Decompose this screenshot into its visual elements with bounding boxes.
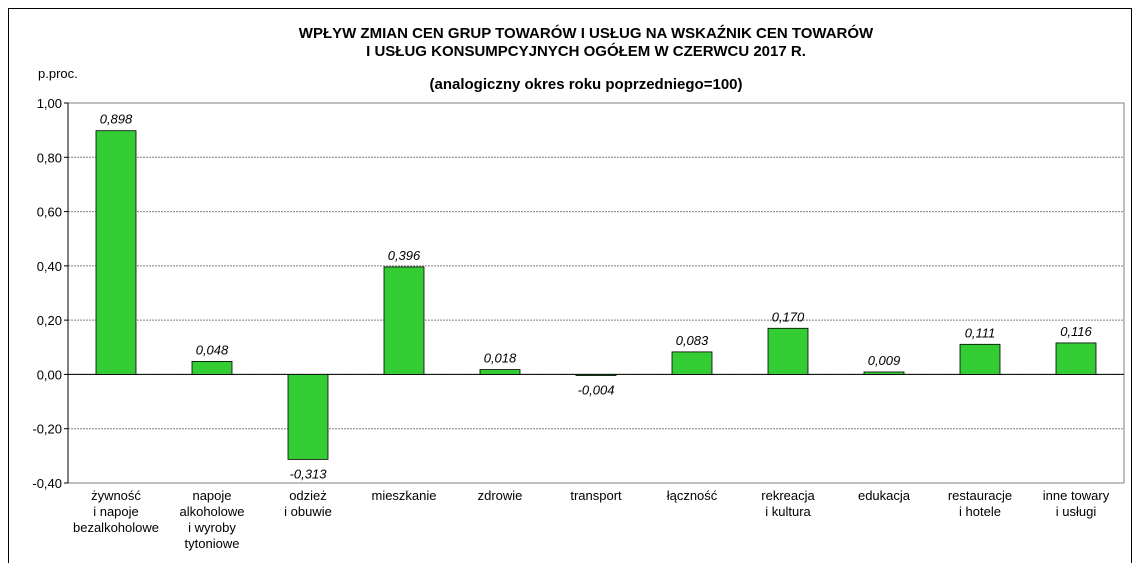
value-label: 0,111 [965, 325, 996, 340]
x-tick-label: transport [570, 488, 622, 503]
frame [8, 8, 1132, 563]
x-tick-label: łączność [667, 488, 718, 503]
value-label: 0,396 [388, 248, 421, 263]
bar [191, 360, 233, 375]
value-label: 0,009 [868, 353, 901, 368]
value-label: 0,083 [676, 333, 709, 348]
value-label: 0,898 [100, 112, 133, 127]
value-label: 0,116 [1060, 324, 1092, 339]
value-label: -0,004 [578, 383, 615, 398]
bar [1055, 342, 1097, 375]
y-tick-label: 0,00 [37, 367, 62, 382]
bar [479, 369, 521, 375]
y-tick-label: 0,20 [37, 313, 62, 328]
bar [287, 374, 329, 460]
x-tick-label: mieszkanie [371, 488, 436, 503]
y-tick-label: -0,20 [32, 422, 62, 437]
y-axis-label: p.proc. [38, 66, 78, 81]
bar [863, 371, 905, 375]
y-tick-label: 0,40 [37, 259, 62, 274]
bar [95, 130, 137, 375]
value-label: 0,018 [484, 351, 517, 366]
plot-area [67, 102, 1125, 484]
y-tick-label: 0,80 [37, 150, 62, 165]
x-tick-label: edukacja [858, 488, 911, 503]
bar [767, 327, 809, 375]
value-label: 0,170 [772, 309, 805, 324]
value-label: 0,048 [196, 342, 229, 357]
chart-title: WPŁYW ZMIAN CEN GRUP TOWARÓW I USŁUG NA … [299, 24, 874, 60]
x-tick-label: zdrowie [478, 488, 523, 503]
bar [383, 266, 425, 375]
x-tick-label: napoje alkoholowe i wyroby tytoniowe [179, 488, 244, 551]
bar [575, 374, 617, 376]
x-tick-label: odzież i obuwie [284, 488, 332, 519]
chart-subtitle: (analogiczny okres roku poprzedniego=100… [430, 76, 743, 93]
bar [671, 351, 713, 375]
y-tick-label: 1,00 [37, 96, 62, 111]
y-tick-label: 0,60 [37, 205, 62, 220]
value-label: -0,313 [290, 466, 328, 481]
x-tick-label: żywność i napoje bezalkoholowe [73, 488, 159, 535]
x-tick-label: restauracje i hotele [948, 488, 1012, 519]
bar [959, 343, 1001, 375]
x-tick-label: rekreacja i kultura [761, 488, 815, 519]
x-tick-label: inne towary i usługi [1043, 488, 1110, 519]
y-tick-label: -0,40 [32, 476, 62, 491]
